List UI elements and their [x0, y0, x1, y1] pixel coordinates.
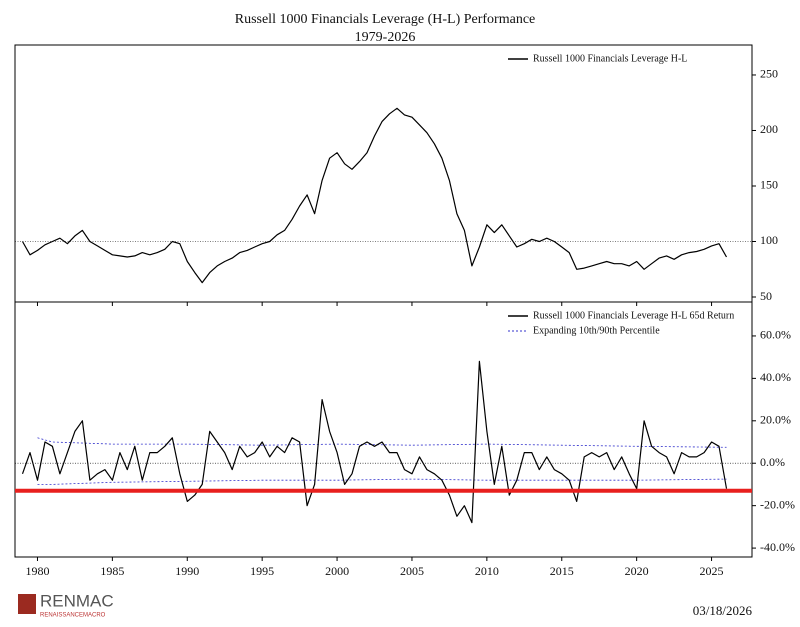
logo-tagline: RENAISSANCEMACRO [40, 613, 106, 619]
plot-frame [14, 44, 753, 303]
x-tick-label: 1985 [100, 564, 124, 578]
chart-subtitle: 1979-2026 [355, 30, 416, 45]
y-tick-label: 150 [760, 178, 778, 192]
x-tick-label: 1990 [175, 564, 199, 578]
logo-name: RENMAC [40, 591, 114, 610]
y-tick-label: 20.0% [760, 413, 791, 427]
legend-label: Expanding 10th/90th Percentile [533, 325, 660, 336]
legend-label: Russell 1000 Financials Leverage H-L 65d… [533, 310, 734, 321]
y-tick-label: -20.0% [760, 497, 795, 511]
y-tick-label: 40.0% [760, 370, 791, 384]
series-line [21, 107, 728, 284]
series-line [21, 360, 728, 524]
y-tick-label: 60.0% [760, 328, 791, 342]
x-tick-label: 2015 [550, 564, 574, 578]
x-tick-label: 2005 [400, 564, 424, 578]
date: 03/18/2026 [693, 603, 753, 618]
x-tick-label: 2025 [700, 564, 724, 578]
percentile-band [37, 437, 727, 448]
y-tick-label: -40.0% [760, 540, 795, 554]
y-tick-label: 0.0% [760, 455, 785, 469]
percentile-band [37, 478, 727, 485]
logo-icon [18, 594, 36, 614]
x-tick-label: 1980 [25, 564, 49, 578]
plot-frame [14, 301, 753, 558]
y-tick-label: 50 [760, 289, 772, 303]
y-tick-label: 100 [760, 233, 778, 247]
y-tick-label: 200 [760, 122, 778, 136]
x-tick-label: 2010 [475, 564, 499, 578]
x-tick-label: 2000 [325, 564, 349, 578]
y-tick-label: 250 [760, 67, 778, 81]
legend-label: Russell 1000 Financials Leverage H-L [533, 53, 687, 64]
chart-title: Russell 1000 Financials Leverage (H-L) P… [235, 12, 536, 27]
x-tick-label: 1995 [250, 564, 274, 578]
x-tick-label: 2020 [625, 564, 649, 578]
